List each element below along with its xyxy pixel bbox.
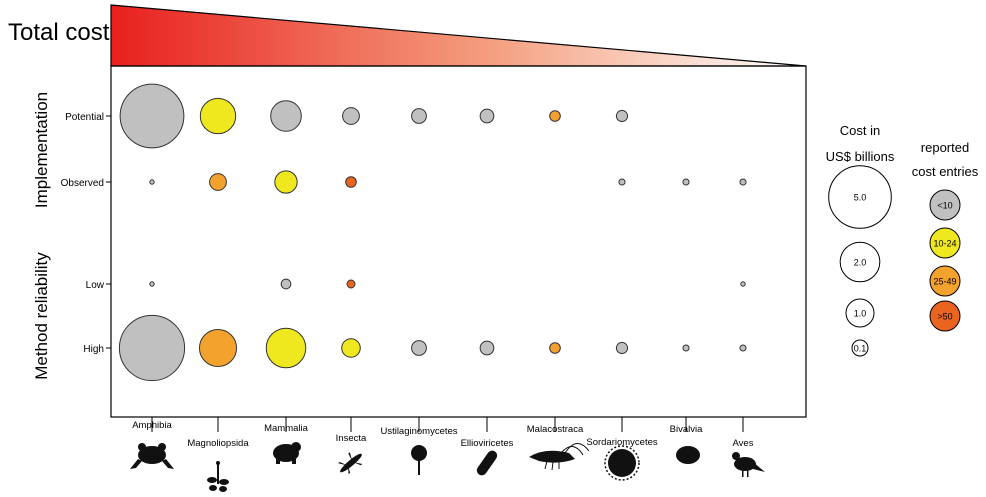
row-label-observed: Observed	[61, 178, 104, 189]
bubble-aves-observed	[739, 178, 747, 186]
row-label-low: Low	[86, 280, 105, 291]
size-legend-label-1-0: 1.0	[854, 309, 867, 319]
color-legend-title-line2: cost entries	[912, 164, 979, 179]
color-legend-swatch-gt50	[929, 300, 961, 332]
organism-icons	[130, 442, 765, 492]
bubble-amphibia-potential	[119, 83, 185, 149]
bubble-ustilaginomycetes-high	[411, 340, 427, 356]
color-legend: <10 10-24 25-49 >50	[929, 189, 961, 332]
bubble-amphibia-observed	[149, 179, 155, 185]
spore-icon	[604, 445, 640, 481]
bubble-mammalia-observed	[274, 170, 298, 194]
total-cost-gradient-wedge	[110, 4, 807, 67]
size-legend-label-0-1: 0.1	[854, 344, 867, 354]
frog-icon	[130, 443, 174, 469]
bubble-malacostraca-potential	[549, 110, 561, 122]
row-label-high: High	[83, 344, 104, 355]
data-bubbles	[118, 83, 747, 382]
bubble-insecta-potential	[342, 107, 360, 125]
bubble-sordariomycetes-observed	[618, 178, 626, 186]
size-legend-circle-5-0	[828, 165, 892, 229]
bubble-mammalia-low	[280, 278, 292, 290]
category-label-aves: Aves	[733, 438, 754, 449]
color-legend-swatch-lt10	[929, 189, 961, 221]
chart-title: Total cost	[8, 19, 110, 46]
category-label-ellioviricetes: Ellioviricetes	[461, 438, 514, 449]
color-legend-swatch-10to24	[929, 227, 961, 259]
bubble-bivalvia-high	[682, 344, 690, 352]
bubble-magnoliopsida-high	[198, 328, 238, 368]
insect-icon	[338, 452, 363, 475]
bubble-ellioviricetes-high	[479, 340, 495, 356]
bubble-aves-low	[740, 281, 746, 287]
plant-icon	[207, 461, 229, 492]
bubble-bivalvia-observed	[682, 178, 690, 186]
bubble-ustilaginomycetes-potential	[411, 108, 427, 124]
bubble-amphibia-high	[118, 314, 186, 382]
category-label-sordariomycetes: Sordariomycetes	[586, 437, 658, 448]
clam-icon	[676, 446, 700, 464]
category-labels: Amphibia Magnoliopsida Mammalia Insecta …	[132, 420, 754, 449]
bubble-insecta-observed	[345, 176, 357, 188]
bubble-malacostraca-high	[549, 342, 561, 354]
bubble-aves-high	[739, 344, 747, 352]
color-legend-swatch-25to49	[929, 265, 961, 297]
size-legend-circle-2-0	[839, 241, 881, 283]
bubble-amphibia-low	[149, 281, 155, 287]
shrimp-icon	[529, 443, 590, 471]
size-legend-circle-0-1	[851, 339, 869, 357]
category-ticks	[151, 417, 744, 432]
category-label-magnoliopsida: Magnoliopsida	[187, 438, 249, 449]
bubble-insecta-low	[346, 279, 356, 289]
bubble-sordariomycetes-high	[615, 341, 629, 355]
bubble-mammalia-high	[265, 327, 307, 369]
plot-frame	[110, 65, 807, 418]
y-group-label-method-reliability: Method reliability	[32, 252, 51, 380]
color-legend-label-lt10: <10	[937, 201, 952, 211]
bubble-ellioviricetes-potential	[479, 108, 495, 124]
bubble-sordariomycetes-potential	[615, 109, 629, 123]
y-group-label-implementation: Implementation	[32, 92, 51, 208]
bubble-magnoliopsida-observed	[209, 173, 227, 191]
color-legend-title-line1: reported	[921, 140, 969, 155]
category-label-insecta: Insecta	[336, 433, 367, 444]
color-legend-label-gt50: >50	[937, 312, 952, 322]
size-legend-circle-1-0	[845, 298, 875, 328]
bubble-mammalia-potential	[270, 100, 302, 132]
size-legend-label-2-0: 2.0	[854, 258, 867, 268]
size-legend-title-line1: Cost in	[840, 123, 880, 138]
color-legend-label-10to24: 10-24	[933, 239, 956, 249]
fungus-icon	[411, 445, 427, 475]
bubble-magnoliopsida-potential	[199, 97, 237, 135]
row-ticks	[106, 115, 111, 349]
bubble-insecta-high	[341, 338, 361, 358]
size-legend: 5.0 2.0 1.0 0.1	[828, 165, 892, 357]
row-label-potential: Potential	[65, 112, 104, 123]
size-legend-label-5-0: 5.0	[854, 193, 867, 203]
virus-icon	[476, 450, 498, 476]
rodent-icon	[273, 442, 301, 464]
color-legend-label-25to49: 25-49	[933, 277, 956, 287]
size-legend-title-line2: US$ billions	[826, 149, 895, 164]
bird-icon	[732, 452, 765, 477]
